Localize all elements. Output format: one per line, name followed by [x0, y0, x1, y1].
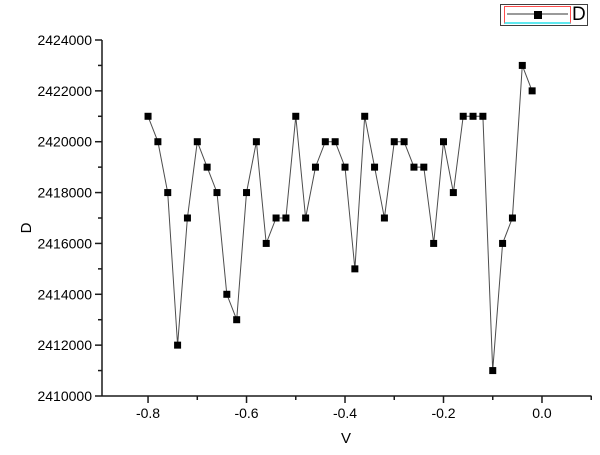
y-tick-label: 2424000 — [37, 32, 92, 48]
data-point-marker — [499, 239, 507, 247]
x-tick-label: -0.2 — [431, 405, 455, 421]
data-point-marker — [341, 163, 349, 171]
data-point-marker — [282, 214, 290, 222]
data-point-marker — [302, 214, 310, 222]
x-tick-label: -0.4 — [333, 405, 357, 421]
data-point-marker — [410, 163, 418, 171]
data-point-marker — [174, 341, 182, 349]
legend[interactable]: D — [500, 4, 588, 26]
data-point-marker — [440, 138, 448, 146]
data-point-marker — [233, 316, 241, 324]
y-tick-label: 2422000 — [37, 83, 92, 99]
data-point-marker — [164, 189, 172, 197]
data-point-marker — [380, 214, 388, 222]
x-tick-label: -0.8 — [136, 405, 160, 421]
legend-marker-icon — [533, 10, 542, 19]
data-point-marker — [213, 189, 221, 197]
data-point-marker — [400, 138, 408, 146]
legend-sample-box — [504, 6, 571, 24]
data-point-marker — [311, 163, 319, 171]
y-tick-label: 2416000 — [37, 235, 92, 251]
x-tick-label: 0.0 — [532, 405, 552, 421]
y-tick-label: 2414000 — [37, 286, 92, 302]
data-point-marker — [183, 214, 191, 222]
series-line — [147, 65, 533, 371]
data-point-marker — [193, 138, 201, 146]
data-point-marker — [243, 189, 251, 197]
data-point-marker — [371, 163, 379, 171]
y-tick-label: 2412000 — [37, 337, 92, 353]
legend-series-label: D — [572, 4, 586, 25]
data-point-marker — [479, 112, 487, 120]
data-point-marker — [292, 112, 300, 120]
data-point-marker — [420, 163, 428, 171]
data-point-marker — [272, 214, 280, 222]
data-point-marker — [361, 112, 369, 120]
data-point-marker — [144, 112, 152, 120]
data-point-marker — [223, 290, 231, 298]
data-point-marker — [351, 265, 359, 273]
data-point-marker — [203, 163, 211, 171]
data-point-marker — [449, 189, 457, 197]
data-point-marker — [508, 214, 516, 222]
x-tick-label: -0.6 — [234, 405, 258, 421]
data-point-marker — [331, 138, 339, 146]
data-point-marker — [390, 138, 398, 146]
data-point-marker — [262, 239, 270, 247]
data-point-marker — [154, 138, 162, 146]
data-point-marker — [518, 61, 526, 69]
y-axis-title: D — [18, 222, 35, 233]
data-point-marker — [252, 138, 260, 146]
y-tick-label: 2418000 — [37, 185, 92, 201]
y-tick-label: 2420000 — [37, 134, 92, 150]
data-point-marker — [528, 87, 536, 95]
y-tick-label: 2410000 — [37, 388, 92, 404]
data-point-marker — [469, 112, 477, 120]
data-point-marker — [489, 367, 497, 375]
x-axis-title: V — [341, 430, 351, 447]
data-point-marker — [430, 239, 438, 247]
data-point-marker — [321, 138, 329, 146]
data-point-marker — [459, 112, 467, 120]
